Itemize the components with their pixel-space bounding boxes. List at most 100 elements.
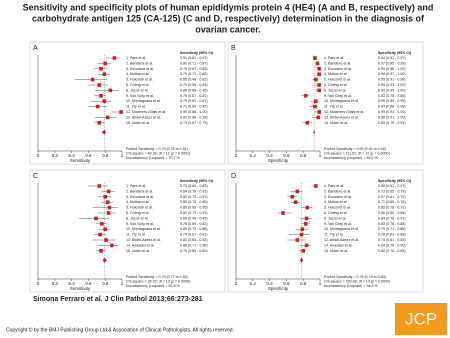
panel-frame [227,41,424,165]
x-tick-label: 1 [319,153,322,158]
study-value: 0.85 (0.65 - 0.95) [180,206,208,210]
study-value: 0.80 (0.71 - 0.87) [180,61,208,65]
study-name: 1. Park et al. [324,56,344,60]
study-value: 0.78 (0.63 - 0.88) [378,233,406,237]
study-point [317,72,321,76]
pooled-stat: Pooled Sensitivity = 0.79 (0.77 to 0.82) [126,275,188,279]
x-tick-label: 0 [37,281,40,286]
study-value: 0.83 (0.75 - 0.89) [180,200,208,204]
study-name: 12. Abdel-Azeez et al. [324,238,359,242]
study-value: 0.84 (0.76 - 0.91) [180,189,208,193]
study-name: 3. Escudero et al. [324,67,352,71]
study-name: 5. Holcomb et al. [126,78,153,82]
x-tick-label: 1 [121,281,124,286]
study-name: 6. Chang et al. [324,83,347,87]
column-header: Sensitivity (95% CI) [180,51,214,55]
study-value: 0.84 (0.76 - 0.91) [378,216,406,220]
study-name: 12. Abdel-Azeez et al. [126,238,161,242]
study-point [97,184,102,188]
x-tick-label: 0.6 [85,281,92,286]
study-name: 6. Chang et al. [126,211,149,215]
study-value: 0.84 (0.76 - 0.90) [378,243,406,247]
panels: A Sensitivity (95% CI) 0 0.2 0.4 0.6 0.8 1 Sensi… [29,41,424,293]
study-value: 0.99 (0.93 - 1.00) [378,110,406,114]
study-value: 0.95 (0.91 - 0.98) [378,78,406,82]
study-value: 0.84 (0.71 - 0.93) [180,211,208,215]
study-value: 0.88 (0.71 - 0.96) [180,243,208,247]
study-point [300,227,305,231]
x-tick-label: 0.4 [68,153,75,158]
panel-label: B [231,45,236,52]
study-name: 1. Park et al. [324,184,344,188]
study-value: 0.80 (0.72 - 0.86) [180,227,208,231]
column-header: Specificity (95% CI) [378,179,412,183]
study-name: 12. Moderres Gilani et al. [126,110,166,114]
study-name: 14. Anastasi et al. [324,243,352,247]
citation: Simona Ferraro et al. J Clin Pathol 2013… [33,296,203,303]
study-value: 0.71 (0.65 - 0.76) [378,200,406,204]
study-name: 6. Chang et al. [324,211,347,215]
study-name: 5. Holcomb et al. [324,206,351,210]
pooled-stat: Inconsistency (I-square) = 94.8 % [324,284,378,288]
study-value: 0.85 (0.78 - 0.91) [378,206,406,210]
study-point [299,232,304,237]
panel-frame [29,169,226,293]
study-value: 0.86 (0.68 - 0.96) [180,88,208,92]
study-name: 2. Bandiera et al. [126,61,153,65]
study-name: 8. Jacob et al. [126,216,148,220]
pooled-stat: Pooled Specificity = 0.93 (0.92 to 0.94) [324,147,386,151]
study-point [304,243,309,248]
study-value: 0.83 (0.68 - 0.93) [180,115,208,119]
column-header: Specificity (95% CI) [378,51,412,55]
study-point [106,211,111,215]
study-value: 0.95 (0.91 - 0.97) [378,184,406,188]
study-name: 10. Montagnana et al. [126,99,161,103]
column-header: Sensitivity (95% CI) [180,179,214,183]
title-line: carbohydrate antigen 125 (CA-125) (C and… [32,13,425,23]
pooled-stat: Chi-square = 40.94; df = 12 (p = 0.0001) [126,151,190,155]
study-name: 8. Jacob et al. [126,88,148,92]
study-value: 0.85 (0.79 - 0.91) [378,121,406,125]
study-point [305,121,310,125]
study-point [314,77,318,82]
pooled-diamond [102,257,107,263]
study-value: 0.74 (0.67 - 0.81) [180,233,208,237]
study-point [90,77,95,82]
x-axis-label: Specificity [268,158,289,163]
study-value: 0.94 (0.88 - 0.98) [378,105,406,109]
study-point [301,249,305,253]
x-tick-label: 0.4 [266,153,273,158]
study-name: 4. Molina et al. [126,72,149,76]
pooled-stat: Chi-square = 230.46; df = 12 (p = 0.0000… [324,279,390,283]
study-value: 0.97 (0.95 - 0.99) [378,61,406,65]
study-point [105,115,110,120]
study-value: 0.75 (0.67 - 0.83) [180,67,208,71]
study-name: 3. Escudero et al. [324,195,352,199]
study-name: 15. Nolen et al. [126,121,150,125]
study-value: 0.79 (0.71 - 0.86) [180,72,208,76]
study-name: 15. Nolen et al. [324,249,348,253]
study-point [313,104,317,109]
panel-frame [227,169,424,293]
study-name: 11. Yip et al. [126,233,146,237]
study-name: 12. Moderres Gilani et al. [324,110,364,114]
pooled-stat: Chi-square = 111.52; df = 12 (p = 0.0000… [324,151,390,155]
pooled-diamond [299,257,304,263]
study-value: 0.80 (0.72 - 0.87) [180,195,208,199]
x-tick-label: 0 [37,153,40,158]
x-tick-label: 0.8 [102,281,109,286]
study-name: 1. Park et al. [126,184,146,188]
x-axis-label: Sensitivity [70,158,91,163]
study-point [103,195,107,199]
study-name: 9. Van Gorp et al. [126,222,154,226]
x-tick-label: 0.2 [52,281,59,286]
pooled-stat: Pooled Specificity = 0.78 (0.76 to 0.80) [324,275,386,279]
study-value: 0.65 (0.44 - 0.82) [180,78,208,82]
study-value: 0.98 (0.91 - 1.00) [378,115,406,119]
x-tick-label: 0 [235,281,238,286]
study-name: 10. Montagnana et al. [324,99,359,103]
study-name: 8. Jacob et al. [324,88,346,92]
study-point [293,200,298,204]
study-point [105,200,110,204]
study-value: 0.99 (0.97 - 1.00) [378,72,406,76]
